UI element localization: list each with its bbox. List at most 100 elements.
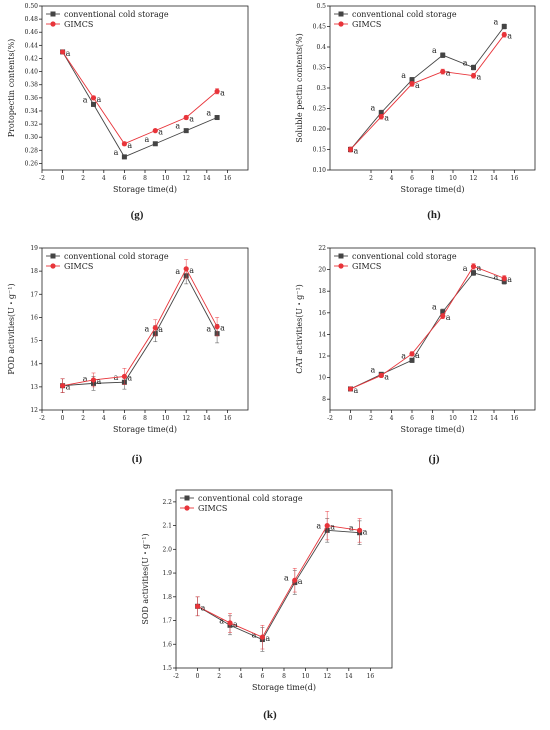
y-tick-label: 1.6 <box>162 641 172 648</box>
y-tick-label: 8 <box>322 396 326 403</box>
data-point <box>121 373 127 380</box>
x-tick-label: 8 <box>143 415 147 422</box>
x-tick-label: 10 <box>162 415 170 422</box>
significance-label: a <box>97 95 102 104</box>
legend-square-marker <box>184 495 190 501</box>
y-tick-label: 16 <box>30 314 38 321</box>
x-axis-label: Storage time(d) <box>401 425 465 434</box>
significance-label: a <box>401 351 406 360</box>
y-tick-label: 17 <box>30 291 38 298</box>
x-tick-label: 12 <box>182 415 190 422</box>
y-tick-label: 0.38 <box>25 82 39 89</box>
data-point <box>409 81 415 87</box>
significance-label: a <box>145 325 150 334</box>
significance-label: a <box>145 135 150 144</box>
x-tick-label: 12 <box>182 175 190 182</box>
significance-label: a <box>97 377 102 386</box>
series-line <box>350 265 505 390</box>
x-tick-label: 6 <box>260 673 264 680</box>
significance-label: a <box>219 616 224 625</box>
y-tick-label: 2.1 <box>162 523 172 530</box>
legend-square-marker <box>338 253 344 259</box>
x-tick-label: 0 <box>349 415 353 422</box>
x-tick-label: 4 <box>102 415 106 422</box>
y-tick-label: 0.4 <box>316 44 326 51</box>
plot-frame <box>41 5 249 171</box>
chart-panel-i: -2 0 2 4 6 8 10 12 14 16 12 13 14 15 16 17 18 19 Storage t… <box>7 245 249 465</box>
series-line <box>197 529 360 641</box>
y-tick-label: 22 <box>318 245 326 252</box>
data-point <box>152 141 158 147</box>
x-tick-label: 14 <box>203 415 211 422</box>
x-tick-label: 0 <box>196 673 200 680</box>
significance-label: a <box>354 386 359 395</box>
y-tick-label: 0.48 <box>25 16 39 23</box>
y-tick-label: 20 <box>318 267 326 274</box>
panel-label: (g) <box>131 209 144 221</box>
legend-label: GIMCS <box>352 262 381 271</box>
y-tick-label: 0.45 <box>313 24 327 31</box>
significance-label: a <box>158 325 163 334</box>
data-point <box>292 577 298 583</box>
legend-square-marker <box>50 11 56 17</box>
significance-label: a <box>220 324 225 333</box>
significance-label: a <box>175 267 180 276</box>
significance-label: a <box>401 71 406 80</box>
x-tick-label: 14 <box>490 415 498 422</box>
x-axis-label: Storage time(d) <box>113 185 177 194</box>
x-tick-label: 6 <box>410 175 414 182</box>
data-point <box>409 77 415 83</box>
y-tick-label: 12 <box>318 353 326 360</box>
significance-label: a <box>127 141 132 150</box>
x-tick-label: 0 <box>61 415 65 422</box>
y-tick-label: 0.3 <box>316 85 326 92</box>
x-tick-label: 8 <box>431 175 435 182</box>
data-point <box>470 263 477 269</box>
y-tick-label: 15 <box>30 338 38 345</box>
data-point <box>471 270 476 276</box>
x-tick-label: 2 <box>81 415 85 422</box>
y-tick-label: 1.7 <box>162 618 172 625</box>
legend-label: conventional cold storage <box>352 252 457 261</box>
panel-label: (j) <box>429 453 440 465</box>
y-tick-label: 0.30 <box>25 134 39 141</box>
x-tick-label: 16 <box>511 415 519 422</box>
x-tick-label: 12 <box>323 673 331 680</box>
x-tick-label: -2 <box>39 175 45 182</box>
series-line <box>350 34 505 150</box>
x-tick-label: 10 <box>449 175 457 182</box>
significance-label: a <box>354 147 359 156</box>
significance-label: a <box>189 115 194 124</box>
plot-frame <box>329 5 536 171</box>
y-tick-label: 14 <box>318 331 326 338</box>
x-tick-label: 14 <box>345 673 353 680</box>
data-point <box>195 603 201 609</box>
x-tick-label: 16 <box>224 415 232 422</box>
series-line <box>350 26 505 150</box>
data-point <box>501 24 507 29</box>
data-point <box>183 114 189 121</box>
data-point <box>121 154 127 160</box>
data-point <box>214 324 220 330</box>
y-axis-label: POD activities(U・g⁻¹) <box>7 283 16 374</box>
axes: -2 0 2 4 6 8 10 12 14 16 8 10 12 14 16 18 20 22 <box>318 245 536 422</box>
x-tick-label: 2 <box>217 673 221 680</box>
y-tick-label: 19 <box>30 245 38 252</box>
x-tick-label: -2 <box>39 415 45 422</box>
data-point <box>440 313 446 319</box>
y-tick-label: 0.36 <box>25 95 39 102</box>
significance-label: a <box>363 527 368 536</box>
data-point <box>471 65 476 70</box>
data-point <box>409 357 415 363</box>
data-point <box>90 377 97 383</box>
y-tick-label: 1.8 <box>162 594 172 601</box>
significance-label: a <box>284 574 289 583</box>
chart-panel-j: -2 0 2 4 6 8 10 12 14 16 8 10 12 14 16 18 20 22 Storage ti… <box>295 245 536 465</box>
series-line <box>62 51 218 158</box>
axes: -2 0 2 4 6 8 10 12 14 16 0.26 0.28 0.30 0.32 0.34 0.36 0… <box>25 3 249 182</box>
